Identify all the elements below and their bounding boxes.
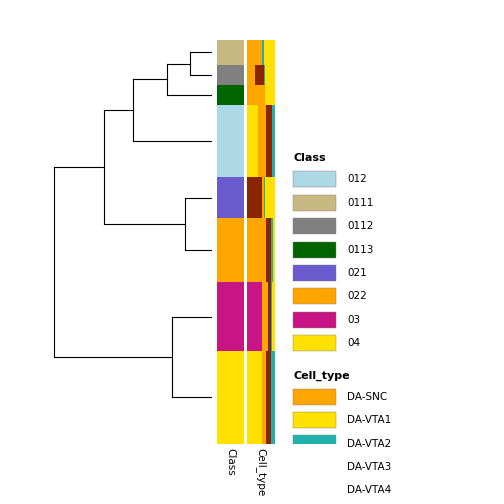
Bar [258, 105, 266, 177]
Bar [217, 65, 244, 85]
Bar [273, 282, 275, 351]
Bar [265, 40, 275, 65]
Bar [293, 482, 337, 498]
Bar [293, 459, 337, 475]
Text: 022: 022 [347, 291, 367, 301]
Text: 0113: 0113 [347, 244, 373, 255]
Text: Class: Class [293, 153, 326, 163]
Bar [265, 177, 275, 218]
Bar [265, 65, 275, 85]
Text: 0111: 0111 [347, 198, 373, 208]
Bar [217, 105, 244, 177]
Bar [264, 177, 265, 218]
Bar [217, 351, 244, 444]
Bar [262, 282, 268, 351]
Bar [293, 241, 337, 258]
Bar [293, 435, 337, 452]
Bar [217, 218, 244, 282]
Text: DA-VTA3: DA-VTA3 [347, 462, 392, 472]
Bar [265, 85, 275, 105]
Bar [293, 288, 337, 304]
Bar [293, 412, 337, 428]
Bar [247, 218, 267, 282]
Bar [271, 282, 273, 351]
Bar [262, 40, 265, 65]
Bar [267, 351, 271, 444]
Text: 03: 03 [347, 314, 360, 325]
Bar [267, 105, 272, 177]
Text: 0112: 0112 [347, 221, 373, 231]
Text: DA-SNC: DA-SNC [347, 392, 388, 402]
Bar [273, 218, 275, 282]
Text: Cell_type: Cell_type [256, 448, 266, 496]
Bar [262, 351, 267, 444]
Bar [217, 85, 244, 105]
Bar [247, 351, 262, 444]
Bar [293, 311, 337, 328]
Bar [293, 335, 337, 351]
Bar [267, 218, 271, 282]
Bar [272, 105, 275, 177]
Bar [247, 65, 255, 85]
Bar [247, 105, 258, 177]
Bar [247, 40, 262, 65]
Bar [271, 351, 275, 444]
Text: 012: 012 [347, 174, 367, 184]
Bar [293, 265, 337, 281]
Text: DA-VTA1: DA-VTA1 [347, 415, 392, 425]
Bar [264, 65, 265, 85]
Bar [247, 282, 262, 351]
Bar [262, 177, 264, 218]
Text: Cell_type: Cell_type [293, 370, 350, 381]
Bar [268, 282, 271, 351]
Bar [271, 218, 273, 282]
Bar [217, 40, 244, 65]
Bar [217, 282, 244, 351]
Text: 04: 04 [347, 338, 360, 348]
Bar [255, 65, 264, 85]
Text: Class: Class [226, 448, 235, 475]
Bar [293, 171, 337, 187]
Bar [247, 85, 265, 105]
Text: 021: 021 [347, 268, 367, 278]
Bar [217, 177, 244, 218]
Bar [293, 218, 337, 234]
Text: DA-VTA4: DA-VTA4 [347, 485, 392, 495]
Bar [293, 195, 337, 211]
Bar [293, 389, 337, 405]
Bar [247, 177, 262, 218]
Text: DA-VTA2: DA-VTA2 [347, 438, 392, 449]
